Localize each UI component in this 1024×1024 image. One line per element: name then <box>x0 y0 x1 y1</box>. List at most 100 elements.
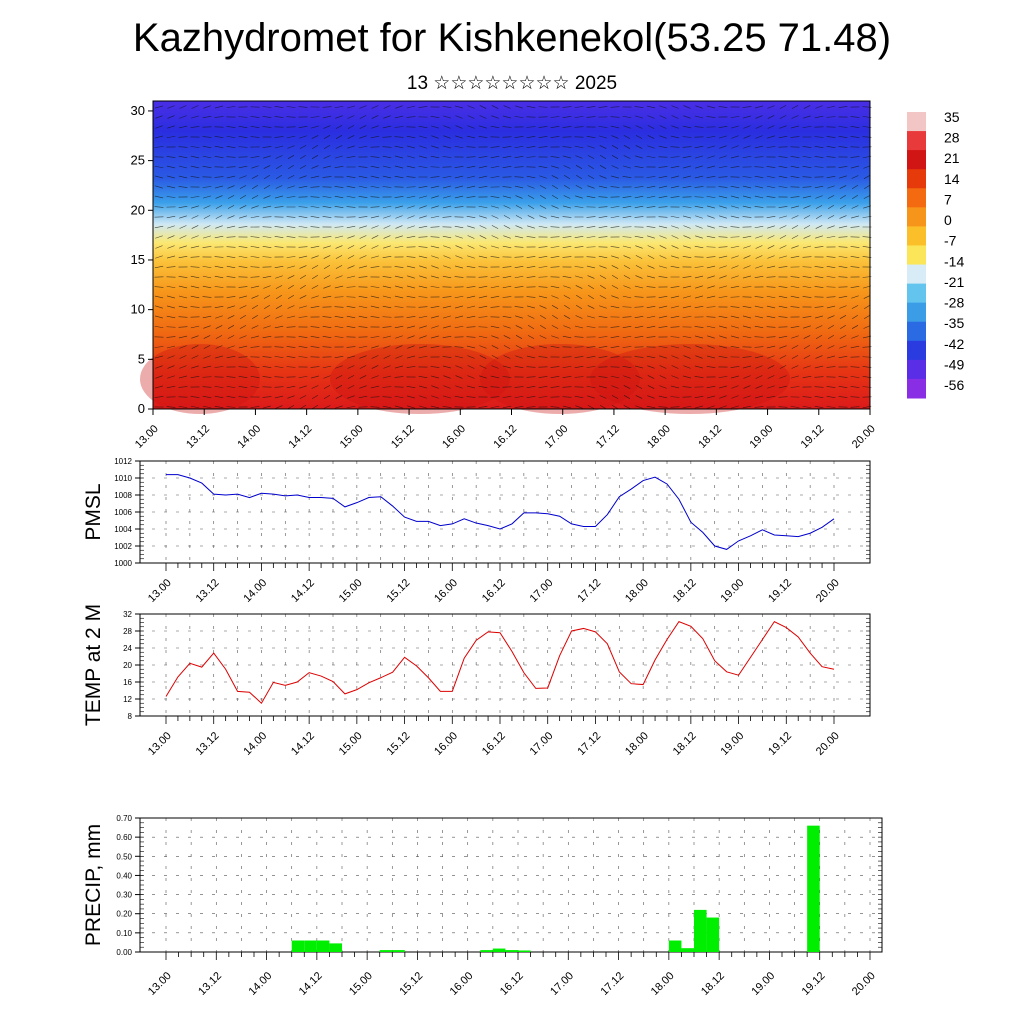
wind-vector <box>178 146 188 148</box>
wind-vector <box>538 166 548 168</box>
wind-vector <box>275 305 283 309</box>
wind-vector <box>526 366 536 368</box>
wind-vector <box>418 345 428 349</box>
wind-vector <box>707 285 715 289</box>
wind-vector <box>178 295 188 299</box>
wind-vector <box>635 115 643 119</box>
wind-vector <box>395 235 403 239</box>
wind-vector <box>755 265 763 269</box>
wind-vector <box>262 205 272 209</box>
wind-vector <box>718 236 728 238</box>
wind-vector <box>322 196 332 198</box>
wind-vector <box>503 345 511 349</box>
wind-vector <box>154 396 164 398</box>
colorbar-label: -28 <box>944 295 964 311</box>
wind-vector <box>815 355 823 359</box>
wind-vector <box>191 335 199 339</box>
x-tick-label: 18.12 <box>696 423 724 451</box>
wind-vector <box>442 335 452 339</box>
wind-vector <box>238 366 248 368</box>
wind-vector <box>418 186 428 188</box>
wind-vector <box>778 156 788 158</box>
wind-vector <box>407 335 415 339</box>
wind-vector <box>358 296 368 298</box>
wind-vector <box>478 295 488 299</box>
wind-vector <box>707 225 715 229</box>
colorbar-label: -7 <box>944 233 957 249</box>
wind-vector <box>467 105 475 109</box>
wind-vector <box>838 376 848 378</box>
wind-vector <box>826 406 836 408</box>
wind-vector <box>538 266 548 268</box>
wind-vector <box>382 256 392 258</box>
wind-vector <box>311 145 319 149</box>
wind-vector <box>262 216 272 218</box>
wind-vector <box>598 126 608 128</box>
wind-vector <box>552 184 558 190</box>
wind-vector <box>803 355 811 359</box>
wind-vector <box>730 155 740 159</box>
wind-vector <box>491 105 499 109</box>
wind-vector <box>430 315 440 319</box>
wind-vector <box>250 406 260 408</box>
wind-vector <box>490 155 500 159</box>
wind-vector <box>442 235 452 239</box>
wind-vector <box>814 115 824 119</box>
wind-vector <box>538 295 548 299</box>
wind-vector <box>394 126 404 128</box>
wind-vector <box>718 186 728 188</box>
wind-vector <box>323 125 331 129</box>
x-tick-label: 13.12 <box>194 577 222 605</box>
wind-vector <box>406 165 416 169</box>
wind-vector <box>275 405 283 409</box>
precip-bar <box>304 940 317 952</box>
wind-vector <box>851 185 859 189</box>
wind-vector <box>226 156 236 158</box>
wind-vector <box>299 395 307 399</box>
wind-vector <box>310 245 320 249</box>
wind-vector <box>358 216 368 218</box>
wind-vector <box>755 385 763 389</box>
wind-vector <box>742 185 752 189</box>
wind-vector <box>802 166 812 168</box>
wind-vector <box>850 396 860 398</box>
wind-vector <box>647 265 655 269</box>
wind-vector <box>742 305 752 309</box>
wind-vector <box>742 405 752 409</box>
wind-vector <box>443 135 451 139</box>
wind-vector <box>550 386 560 388</box>
wind-vector <box>454 346 464 348</box>
wind-vector <box>755 365 763 369</box>
wind-vector <box>226 246 236 248</box>
wind-vector <box>155 255 163 259</box>
x-tick-label: 13.12 <box>184 423 212 451</box>
wind-vector <box>167 125 175 129</box>
wind-vector <box>838 276 848 278</box>
wind-vector <box>226 406 236 408</box>
wind-vector <box>863 325 871 329</box>
wind-vector <box>346 225 356 229</box>
x-tick-label: 19.12 <box>766 730 794 758</box>
wind-vector <box>323 245 331 249</box>
wind-vector <box>394 365 404 369</box>
wind-vector <box>827 215 835 219</box>
wind-vector <box>539 215 547 219</box>
wind-vector <box>214 136 224 138</box>
wind-vector <box>610 375 620 379</box>
wind-vector <box>154 206 164 208</box>
x-tick-label: 20.00 <box>850 970 878 998</box>
wind-vector <box>466 196 476 198</box>
wind-vector <box>538 126 548 128</box>
wind-vector <box>635 245 643 249</box>
wind-vector <box>838 146 848 148</box>
wind-vector <box>562 356 572 358</box>
wind-vector <box>335 115 343 119</box>
wind-vector <box>503 235 511 239</box>
wind-vector <box>706 235 716 239</box>
wind-vector <box>335 385 343 389</box>
wind-vector <box>852 314 858 320</box>
wind-vector <box>370 135 380 139</box>
wind-vector <box>394 145 404 149</box>
wind-vector <box>154 146 164 148</box>
wind-vector <box>550 236 560 238</box>
